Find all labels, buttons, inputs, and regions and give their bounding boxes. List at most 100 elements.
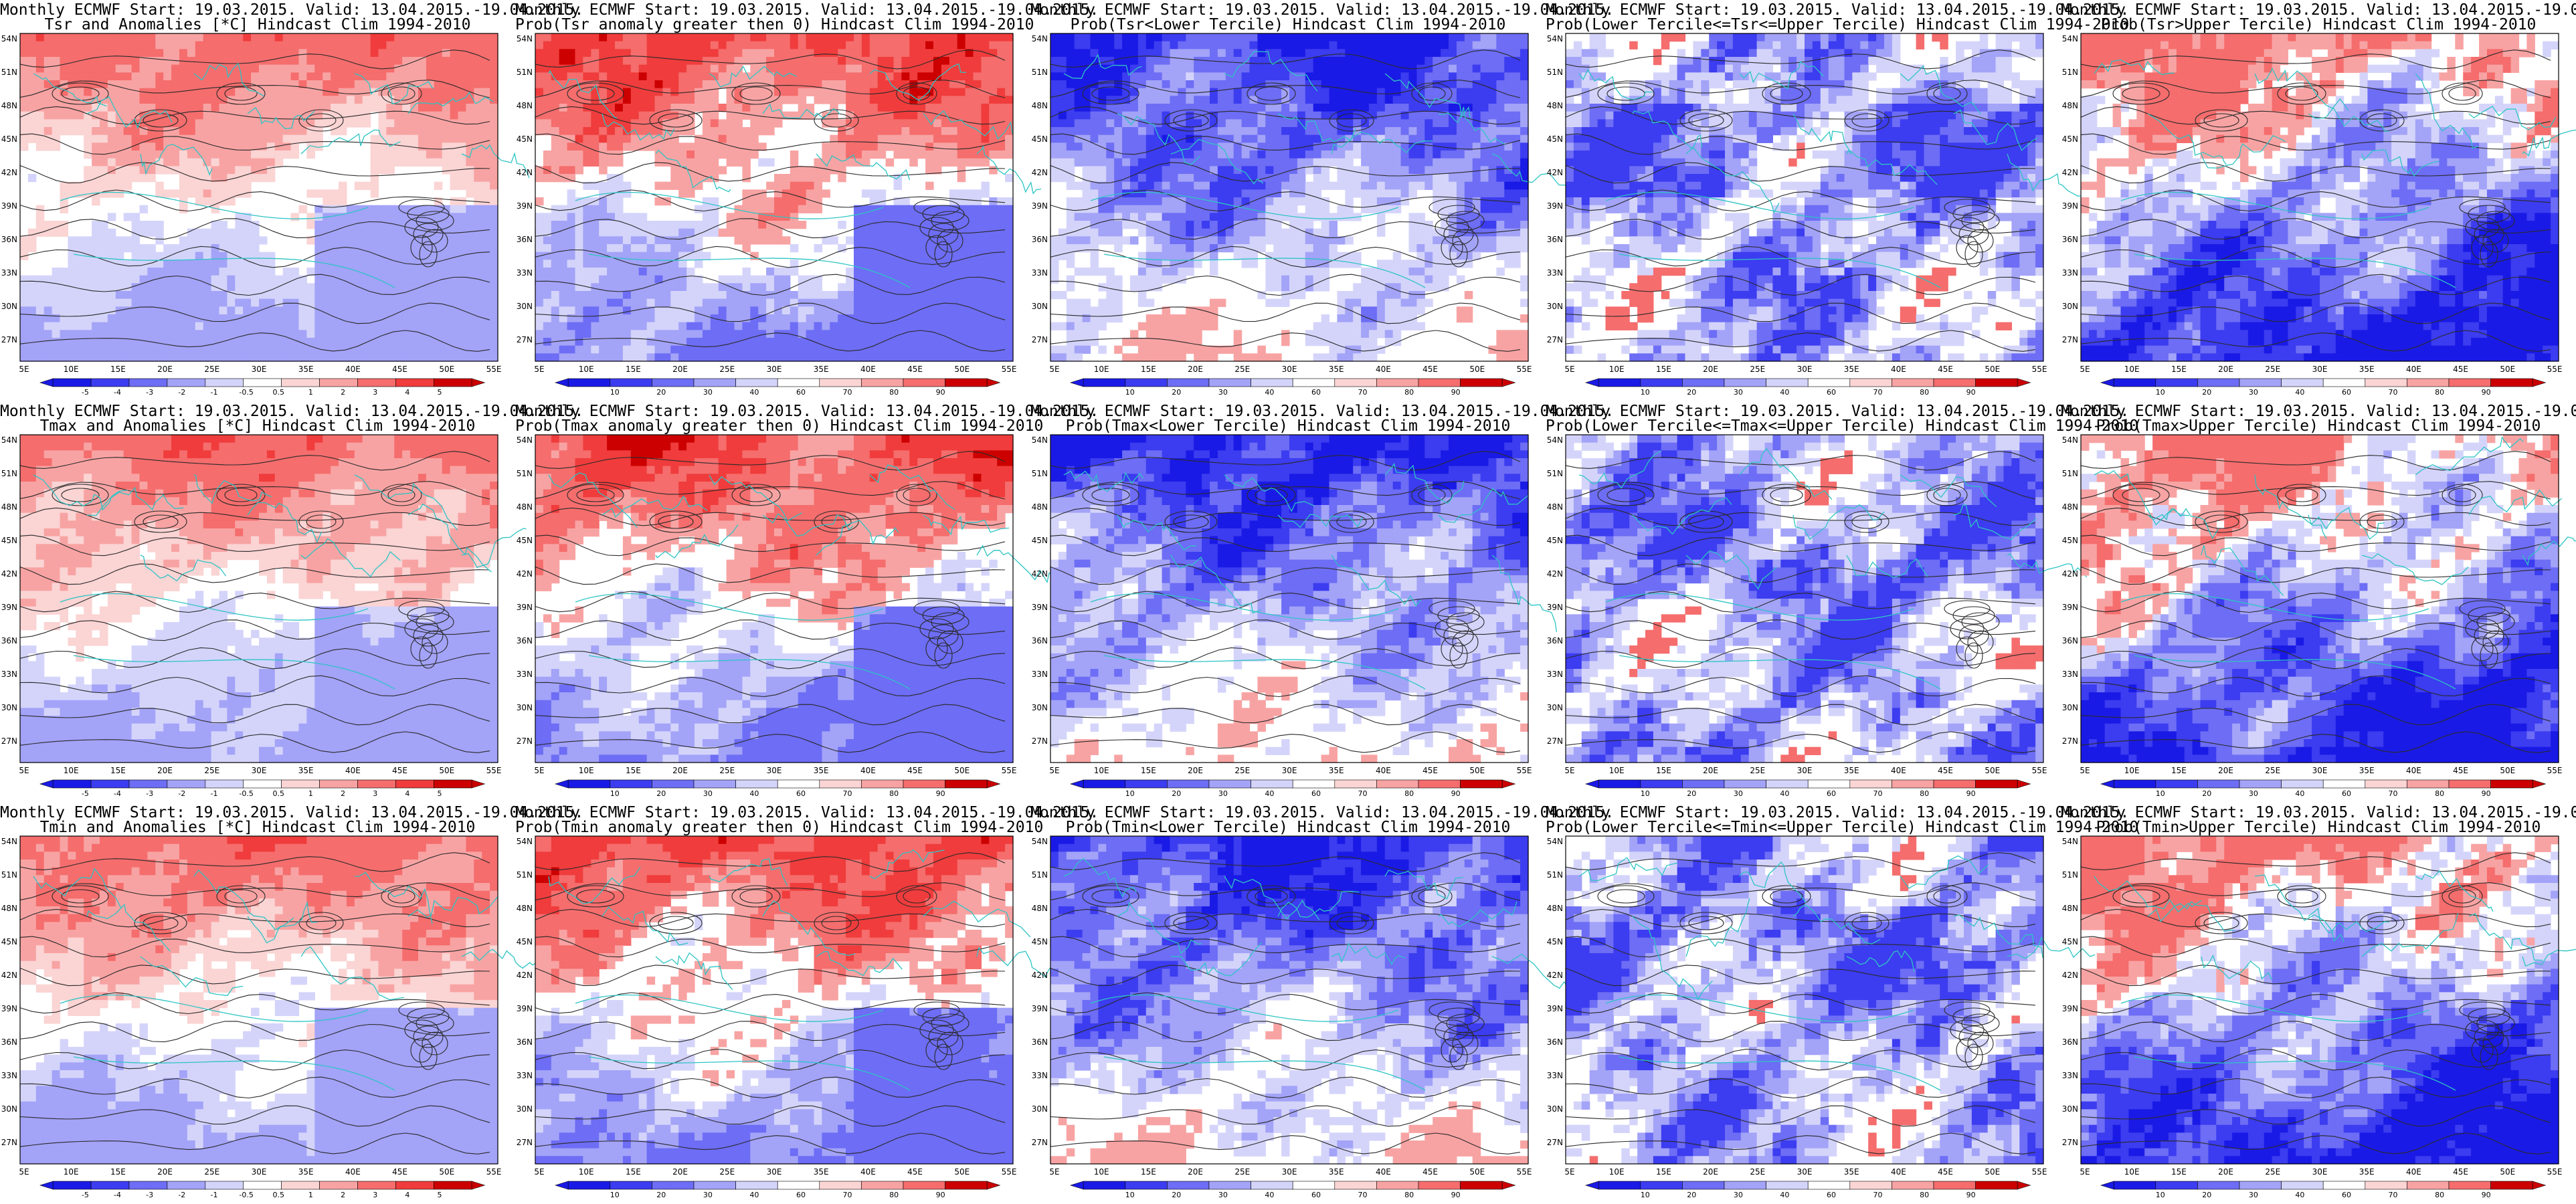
- colorbar-tick-label: 20: [1172, 1191, 1181, 1199]
- map-frame: [1050, 835, 1529, 1165]
- map-canvas: 5E 10E 15E 20E 25E 30E 35E 40E 45E 50E 55E54N51N48…: [1, 835, 545, 1199]
- map-frame: [1565, 33, 2044, 362]
- longitude-label: 25E: [1234, 365, 1250, 374]
- longitude-label: 35E: [2359, 766, 2375, 775]
- colorbar-tick-label: 40: [749, 388, 759, 397]
- latitude-label: 36N: [2062, 636, 2078, 645]
- latitude-label: 48N: [1032, 101, 1048, 110]
- colorbar-tick-label: 3: [373, 388, 377, 397]
- colorbar-tick-label: 30: [1734, 789, 1743, 798]
- latitude-label: 33N: [2062, 1071, 2078, 1080]
- colorbar: 10 20 30 40 60 70 80 90: [2100, 779, 2547, 798]
- longitude-label: 55E: [486, 365, 502, 374]
- longitude-label: 50E: [954, 1167, 970, 1177]
- longitude-label: 20E: [672, 1167, 688, 1177]
- map-frame: [1565, 835, 2044, 1165]
- latitude-label: 48N: [2062, 502, 2078, 512]
- colorbar-tick-label: -2: [178, 388, 185, 397]
- longitude-label: 15E: [2171, 766, 2187, 775]
- colorbar-tick-label: 2: [341, 1191, 345, 1199]
- latitude-label: 33N: [1032, 1071, 1048, 1080]
- longitude-label: 10E: [1094, 1167, 1109, 1177]
- panel-title: Tmax and Anomalies [*C] Hindcast Clim 19…: [0, 417, 515, 435]
- map-canvas: 5E 10E 15E 20E 25E 30E 35E 40E 45E 50E 55E54N51N48…: [1032, 835, 1581, 1199]
- longitude-label: 50E: [2500, 1167, 2515, 1177]
- longitude-label: 10E: [2124, 365, 2140, 374]
- colorbar-tick-label: 5: [438, 1191, 442, 1199]
- longitude-label: 30E: [1282, 365, 1297, 374]
- longitude-label: 30E: [1797, 766, 1813, 775]
- country-borders: [2094, 870, 2576, 1091]
- colorbar-tick-label: 70: [1358, 388, 1368, 397]
- colorbar-tick-label: 80: [2435, 388, 2444, 397]
- panel-title: Tsr and Anomalies [*C] Hindcast Clim 199…: [0, 16, 515, 33]
- longitude-label: 10E: [1094, 766, 1109, 775]
- longitude-label: 15E: [626, 1167, 641, 1177]
- latitude-label: 42N: [517, 569, 533, 579]
- colorbar-tick-label: 30: [2249, 1191, 2258, 1199]
- colorbar-tick-label: 10: [2156, 388, 2165, 397]
- colorbar-tick-label: 80: [1404, 1191, 1414, 1199]
- colorbar-tick-label: 5: [438, 789, 442, 798]
- latitude-label: 51N: [1, 68, 17, 77]
- map-panel: Monthly ECMWF Start: 19.03.2015. Valid: …: [1030, 803, 1614, 1204]
- latitude-label: 33N: [2062, 268, 2078, 278]
- colorbar-tick-label: 90: [1451, 388, 1461, 397]
- longitude-label: 35E: [1329, 365, 1344, 374]
- colorbar-tick-label: 10: [610, 789, 620, 798]
- latitude-label: 30N: [1032, 703, 1048, 712]
- latitude-label: 27N: [517, 335, 533, 344]
- longitude-label: 40E: [2406, 365, 2421, 374]
- panel-title: Prob(Tsr>Upper Tercile) Hindcast Clim 19…: [2061, 16, 2576, 33]
- latitude-label: 51N: [517, 68, 533, 77]
- longitude-label: 15E: [626, 766, 641, 775]
- colorbar-tick-label: 70: [843, 388, 852, 397]
- colorbar-tick-label: 20: [656, 1191, 666, 1199]
- colorbar-tick-label: 80: [1404, 789, 1414, 798]
- latitude-label: 33N: [1547, 268, 1563, 278]
- latitude-label: 48N: [1547, 101, 1563, 110]
- longitude-label: 50E: [1985, 766, 2000, 775]
- colorbar-tick-label: 60: [1827, 789, 1836, 798]
- longitude-label: 15E: [1656, 365, 1671, 374]
- latitude-label: 30N: [517, 1104, 533, 1114]
- country-borders: [1578, 61, 2082, 288]
- longitude-label: 40E: [345, 365, 361, 374]
- latitude-label: 33N: [517, 1071, 533, 1080]
- colorbar: 10 20 30 40 60 70 80 90: [554, 1181, 1001, 1199]
- colorbar-tick-label: 40: [2295, 388, 2304, 397]
- longitude-label: 10E: [579, 1167, 594, 1177]
- latitude-label: 51N: [2062, 870, 2078, 880]
- longitude-label: 55E: [1002, 1167, 1017, 1177]
- latitude-label: 54N: [517, 837, 533, 846]
- map-panel: Monthly ECMWF Start: 19.03.2015. Valid: …: [1030, 401, 1614, 803]
- panel-header: Monthly ECMWF Start: 19.03.2015. Valid: …: [0, 403, 583, 420]
- longitude-label: 5E: [1049, 365, 1059, 374]
- longitude-label: 25E: [719, 365, 735, 374]
- colorbar-tick-label: 30: [2249, 388, 2258, 397]
- colorbar-tick-label: 20: [1172, 789, 1181, 798]
- colorbar-tick-label: 20: [656, 388, 666, 397]
- latitude-label: 33N: [1547, 1071, 1563, 1080]
- latitude-label: 42N: [1, 971, 17, 980]
- colorbar-tick-label: 10: [610, 388, 620, 397]
- latitude-label: 45N: [1, 937, 17, 946]
- colorbar-tick-label: 1: [308, 388, 313, 397]
- latitude-label: 51N: [1032, 870, 1048, 880]
- colorbar-tick-label: 20: [2202, 789, 2211, 798]
- longitude-label: 25E: [204, 1167, 219, 1177]
- latitude-label: 39N: [1032, 1004, 1048, 1013]
- colorbar-tick-label: -5: [82, 388, 89, 397]
- colorbar-tick-label: 70: [1873, 789, 1883, 798]
- latitude-label: 54N: [2062, 435, 2078, 445]
- longitude-label: 45E: [392, 766, 407, 775]
- latitude-label: 42N: [1547, 971, 1563, 980]
- latitude-label: 27N: [1, 736, 17, 746]
- longitude-label: 55E: [1002, 766, 1017, 775]
- colorbar: 10 20 30 40 60 70 80 90: [1584, 1181, 2031, 1199]
- latitude-label: 45N: [2062, 536, 2078, 545]
- isolines: [2080, 49, 2551, 352]
- longitude-label: 10E: [1094, 365, 1109, 374]
- latitude-label: 51N: [1032, 469, 1048, 478]
